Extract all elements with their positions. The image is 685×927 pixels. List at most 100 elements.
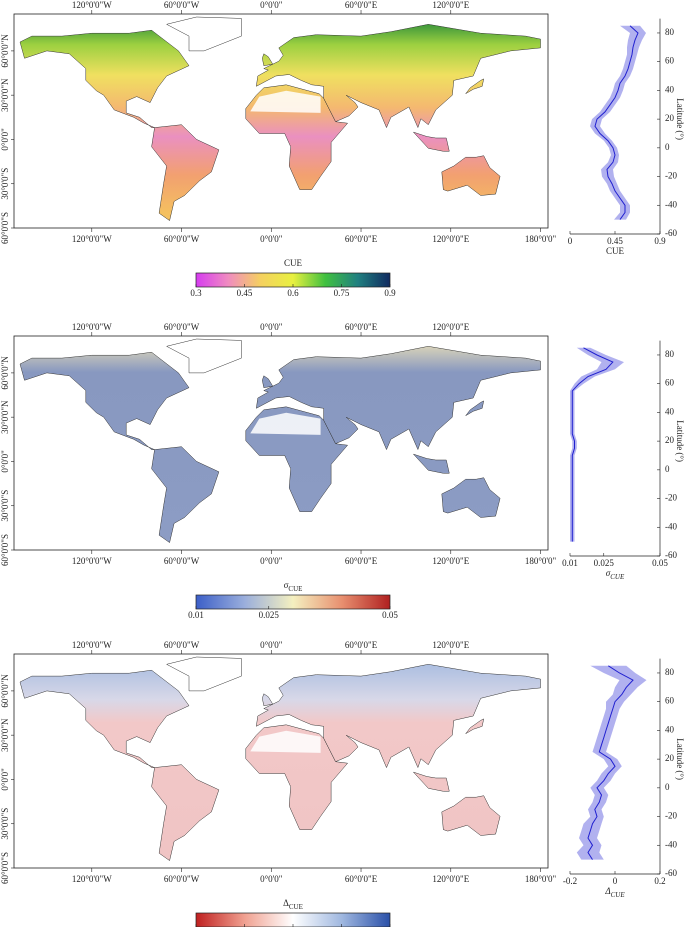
landmass [255, 664, 541, 769]
x-tick-label: 60°0'0"W [164, 234, 200, 244]
y-tick-label: 0°0'0" [0, 768, 10, 791]
x-tick-label: 120°0'0"W [72, 0, 112, 10]
landmass [412, 453, 450, 474]
colorbar-tick-label: 0.01 [188, 610, 204, 620]
x-tick-label: 120°0'0"E [432, 0, 469, 10]
landmass [19, 29, 190, 128]
landmass [19, 669, 190, 768]
x-tick-label: 0.2 [654, 876, 665, 886]
colorbar-label-symbol: σ [284, 580, 289, 590]
x-axis-label: CUE [606, 246, 625, 256]
colorbar-tick-label: 0.75 [334, 288, 350, 298]
x-axis-label-subscript: CUE [610, 573, 625, 581]
x-tick-label: 120°0'0"E [432, 556, 469, 566]
x-tick-label: 60°0'0"E [345, 234, 378, 244]
x-tick-label: 120°0'0"E [432, 640, 469, 650]
x-tick-label: 120°0'0"W [72, 874, 112, 884]
x-tick-label: 120°0'0"W [72, 640, 112, 650]
colorbar-label: σCUE [284, 580, 303, 593]
landmass [151, 446, 220, 544]
landmass [262, 53, 274, 66]
x-tick-label: 120°0'0"W [72, 234, 112, 244]
x-tick-label: 120°0'0"E [432, 322, 469, 332]
colorbar-tick-label: 0.6 [287, 288, 299, 298]
x-tick-label: 60°0'0"W [164, 322, 200, 332]
x-tick-label: 0 [568, 236, 573, 246]
x-tick-label: 0°0'0" [260, 556, 283, 566]
y-tick-label: -40 [665, 521, 677, 531]
x-axis-label-symbol: Δ [604, 886, 610, 896]
profile-line [587, 665, 634, 860]
landmass [262, 693, 274, 706]
y-tick-label: 30°0'0"S [0, 808, 10, 840]
x-tick-label: 0 [613, 876, 618, 886]
y-tick-label: 80 [665, 27, 675, 37]
y-tick-label: -60 [665, 868, 677, 878]
y-axis-label: Latitude (°) [675, 98, 685, 140]
y-tick-label: -20 [665, 493, 677, 503]
landmass [255, 24, 541, 129]
landmass [19, 351, 190, 450]
desert [250, 730, 321, 753]
x-tick-label: 0°0'0" [260, 0, 283, 10]
colorbar [195, 912, 391, 927]
x-axis-label: σCUE [606, 568, 625, 581]
x-axis-label-subscript: CUE [611, 891, 626, 899]
y-tick-label: 60 [665, 696, 675, 706]
colorbar-tick-label: 0.9 [384, 288, 396, 298]
y-tick-label: -60 [665, 228, 677, 238]
spread-band [576, 665, 647, 860]
y-tick-label: 0°0'0" [0, 450, 10, 473]
y-tick-label: 40 [665, 406, 675, 416]
y-tick-label: -40 [665, 839, 677, 849]
y-tick-label: 30°0'0"N [0, 718, 10, 752]
x-tick-label: 180°0'0" [525, 234, 557, 244]
y-tick-label: 20 [665, 753, 675, 763]
y-tick-label: 60°0'0"S [0, 212, 10, 244]
landmass [412, 771, 450, 792]
profile-line [571, 347, 614, 542]
y-tick-label: 60°0'0"S [0, 534, 10, 566]
x-tick-label: 60°0'0"W [164, 0, 200, 10]
spread-band [590, 25, 646, 220]
landmass [151, 124, 220, 222]
x-tick-label: 60°0'0"W [164, 556, 200, 566]
colorbar-tick-label: 0.3 [190, 288, 202, 298]
x-axis-label: ΔCUE [604, 886, 625, 899]
colorbar-tick-label: 0.025 [259, 610, 280, 620]
x-tick-label: 0.01 [562, 558, 578, 568]
colorbar-label-subscript: CUE [288, 585, 302, 593]
desert [250, 90, 321, 113]
x-tick-label: 120°0'0"E [432, 234, 469, 244]
x-tick-label: 60°0'0"W [164, 874, 200, 884]
landmass [412, 131, 450, 152]
x-tick-label: 120°0'0"W [72, 322, 112, 332]
y-tick-label: -20 [665, 811, 677, 821]
y-tick-label: -60 [665, 550, 677, 560]
y-tick-label: 60°0'0"N [0, 674, 10, 708]
x-tick-label: 180°0'0" [525, 556, 557, 566]
x-tick-label: 60°0'0"E [345, 874, 378, 884]
landmass [441, 477, 501, 518]
profile-line [594, 25, 639, 220]
y-tick-label: 60°0'0"S [0, 852, 10, 884]
y-tick-label: 40 [665, 724, 675, 734]
x-tick-label: 0°0'0" [260, 234, 283, 244]
landmass [255, 346, 541, 451]
y-tick-label: 40 [665, 84, 675, 94]
y-tick-label: 60 [665, 378, 675, 388]
landmass [465, 718, 485, 734]
colorbar-label: ΔCUE [283, 898, 303, 911]
y-axis-label: Latitude (°) [675, 738, 685, 780]
y-tick-label: 30°0'0"S [0, 490, 10, 522]
colorbar-label-symbol: Δ [283, 898, 289, 908]
y-tick-label: 0 [665, 782, 670, 792]
spread-band [570, 347, 624, 542]
x-tick-label: 0°0'0" [260, 322, 283, 332]
y-tick-label: 0 [665, 142, 670, 152]
y-tick-label: 0 [665, 464, 670, 474]
desert [250, 412, 321, 435]
x-tick-label: 0.9 [654, 236, 666, 246]
y-tick-label: 60 [665, 56, 675, 66]
x-tick-label: 120°0'0"W [72, 556, 112, 566]
